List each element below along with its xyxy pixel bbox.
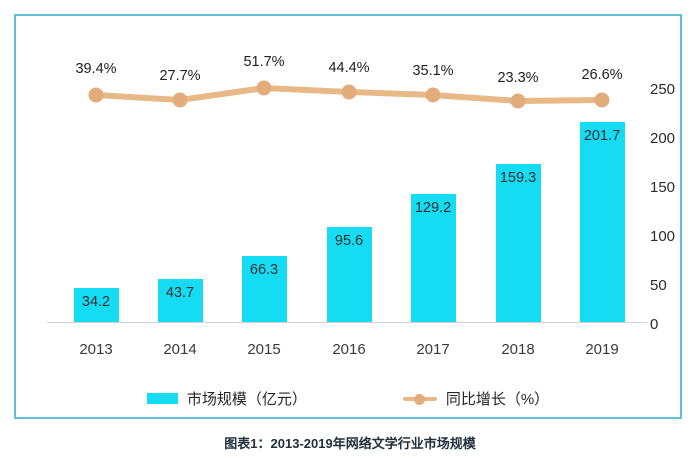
- growth-label-2019: 26.6%: [581, 67, 623, 83]
- y-tick-100: 100: [650, 228, 676, 245]
- x-tick-2017: 2017: [416, 341, 450, 358]
- y-tick-150: 150: [650, 179, 676, 196]
- growth-marker-2019: [594, 92, 610, 108]
- bar-label-2015: 66.3: [249, 262, 279, 278]
- legend-item-market-size[interactable]: 市场规模（亿元）: [146, 388, 307, 409]
- bar-2019[interactable]: [580, 122, 625, 322]
- legend-item-growth-rate[interactable]: 同比增长（%）: [402, 388, 550, 409]
- y-tick-250: 250: [650, 81, 676, 98]
- growth-marker-2014: [172, 92, 188, 108]
- x-tick-2013: 2013: [79, 341, 113, 358]
- x-axis-line: [47, 322, 647, 323]
- x-tick-2015: 2015: [247, 341, 281, 358]
- growth-marker-2013: [88, 87, 104, 103]
- legend-label-market-size: 市场规模（亿元）: [186, 391, 307, 408]
- bar-label-2016: 95.6: [334, 233, 364, 249]
- growth-marker-2015: [256, 80, 272, 96]
- growth-label-2015: 51.7%: [243, 54, 285, 70]
- plot-area: 250 200 150 100 50 0 34.2 43.7 66.3 95.6…: [16, 16, 680, 417]
- growth-label-2014: 27.7%: [159, 68, 201, 84]
- growth-label-2018: 23.3%: [497, 70, 539, 86]
- chart-panel: 250 200 150 100 50 0 34.2 43.7 66.3 95.6…: [14, 14, 682, 419]
- bar-2015[interactable]: [242, 256, 287, 322]
- chart-legend: 市场规模（亿元） 同比增长（%）: [16, 388, 680, 409]
- bar-label-2013: 34.2: [81, 294, 111, 310]
- bar-2013[interactable]: [74, 288, 119, 322]
- bar-2016[interactable]: [327, 227, 372, 322]
- figure-caption: 图表1：2013-2019年网络文学行业市场规模: [224, 436, 476, 451]
- x-tick-2016: 2016: [332, 341, 366, 358]
- growth-label-2016: 44.4%: [328, 60, 370, 76]
- y-tick-200: 200: [650, 130, 676, 147]
- growth-marker-2016: [341, 84, 357, 100]
- growth-label-2013: 39.4%: [75, 61, 117, 77]
- x-tick-2019: 2019: [585, 341, 619, 358]
- x-tick-2014: 2014: [163, 341, 197, 358]
- growth-marker-2017: [425, 87, 441, 103]
- legend-label-growth-rate: 同比增长（%）: [445, 391, 550, 408]
- growth-label-2017: 35.1%: [412, 63, 454, 79]
- bar-label-2014: 43.7: [165, 285, 195, 301]
- y-tick-0: 0: [650, 316, 659, 333]
- bar-2014[interactable]: [158, 279, 203, 322]
- growth-line-series: [88, 80, 610, 109]
- y-tick-50: 50: [650, 277, 667, 294]
- bar-label-2019: 201.7: [583, 128, 621, 144]
- bar-label-2018: 159.3: [499, 170, 537, 186]
- x-tick-2018: 2018: [501, 341, 535, 358]
- bar-swatch-icon: [146, 393, 178, 404]
- bar-label-2017: 129.2: [414, 200, 452, 216]
- bar-2017[interactable]: [411, 194, 456, 322]
- bar-2018[interactable]: [496, 164, 541, 322]
- growth-marker-2018: [510, 93, 526, 109]
- line-swatch-icon: [402, 393, 437, 405]
